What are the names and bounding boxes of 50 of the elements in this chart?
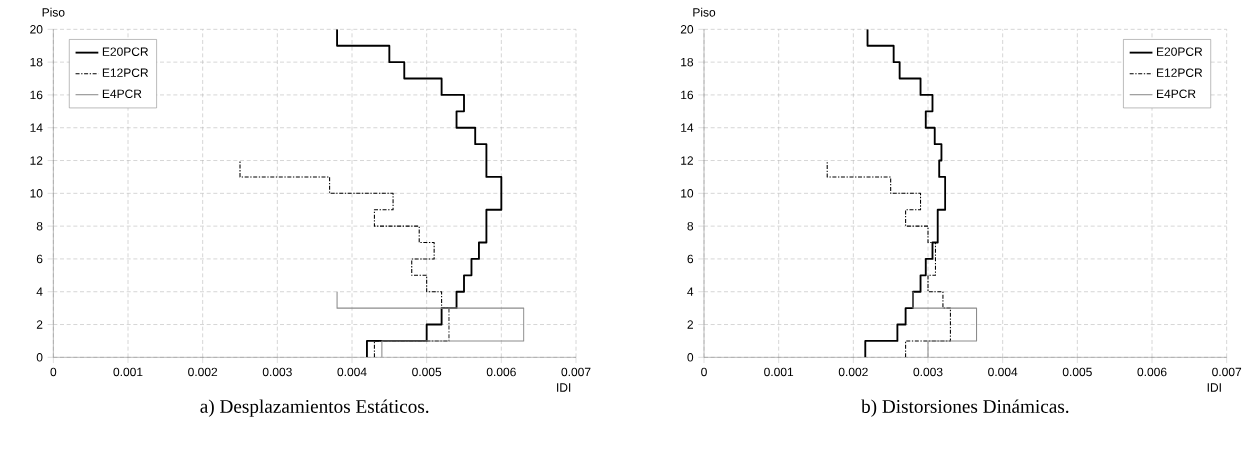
legend-label: E4PCR (1157, 89, 1196, 98)
legend-label: E20PCR (1157, 47, 1203, 56)
y-tick-label: 18 (681, 57, 694, 67)
y-tick-label: 16 (30, 90, 43, 100)
y-tick-label: 20 (30, 24, 43, 34)
x-tick-label: 0.006 (486, 367, 516, 377)
x-tick-label: 0 (50, 367, 57, 377)
y-tick-label: 12 (30, 156, 43, 165)
y-tick-label: 2 (687, 320, 693, 329)
y-tick-label: 10 (681, 188, 694, 198)
x-tick-label: 0.004 (337, 367, 367, 377)
legend-label: E4PCR (102, 89, 142, 98)
y-axis-title: Piso (693, 7, 716, 17)
x-tick-label: 0.003 (913, 367, 943, 377)
y-tick-label: 0 (687, 352, 694, 362)
y-tick-label: 6 (687, 254, 694, 264)
x-tick-label: 0.007 (1212, 367, 1242, 377)
x-tick-label: 0.007 (561, 367, 591, 377)
y-tick-label: 4 (36, 287, 43, 296)
x-tick-label: 0.001 (113, 367, 143, 377)
x-tick-label: 0.004 (988, 367, 1018, 377)
y-tick-label: 10 (30, 188, 43, 198)
x-tick-label: 0.002 (188, 367, 218, 377)
y-tick-label: 2 (36, 320, 43, 329)
legend-label: E12PCR (1157, 68, 1203, 77)
text: a) Desplazamientos Estáticos. (200, 399, 429, 417)
x-axis-title: IDI (557, 383, 571, 392)
y-tick-label: 0 (36, 352, 43, 362)
x-tick-label: 0.003 (262, 367, 292, 377)
y-tick-label: 8 (687, 221, 694, 231)
text: b) Distorsiones Dinámicas. (861, 399, 1069, 417)
x-tick-label: 0.005 (1062, 367, 1092, 377)
y-tick-label: 12 (681, 156, 693, 165)
legend-label: E12PCR (102, 68, 149, 77)
y-tick-label: 6 (36, 254, 43, 264)
y-tick-label: 16 (681, 90, 694, 100)
y-tick-label: 14 (681, 123, 694, 132)
y-tick-label: 18 (30, 57, 43, 67)
legend-label: E20PCR (102, 47, 149, 56)
x-tick-label: 0.001 (764, 367, 794, 377)
y-axis-title: Piso (42, 7, 65, 17)
y-tick-label: 14 (30, 123, 43, 132)
x-tick-label: 0.005 (412, 367, 442, 377)
y-tick-label: 20 (680, 24, 694, 34)
y-tick-label: 8 (36, 221, 43, 231)
y-tick-label: 4 (687, 287, 694, 296)
x-tick-label: 0 (701, 367, 707, 377)
x-tick-label: 0.006 (1137, 367, 1167, 377)
x-axis-title: IDI (1207, 383, 1221, 392)
x-tick-label: 0.002 (838, 367, 868, 377)
